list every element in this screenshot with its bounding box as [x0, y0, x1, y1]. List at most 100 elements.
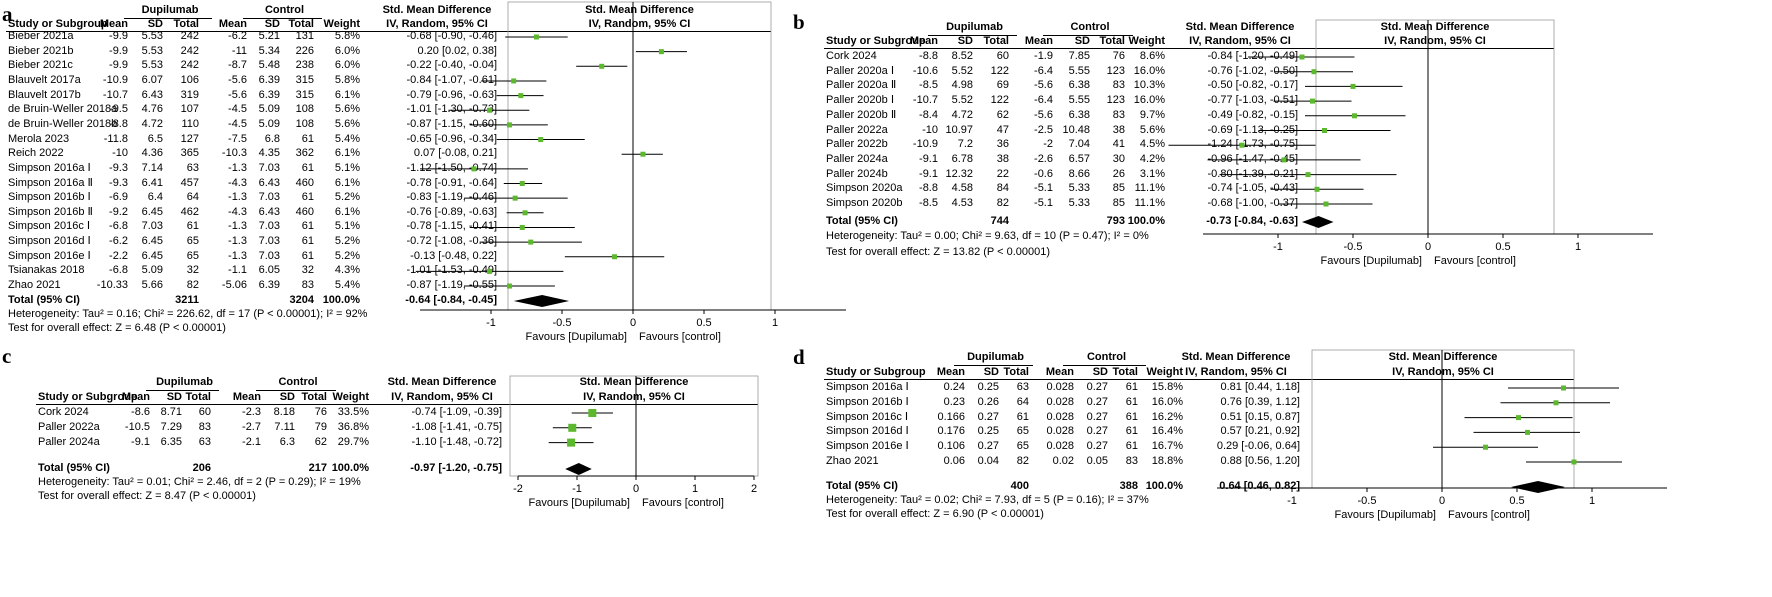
control-total: 76 — [1112, 50, 1125, 62]
study-weight: 16.4% — [1151, 425, 1183, 438]
study-name: Paller 2020a Ⅰ — [826, 64, 895, 77]
point-estimate — [511, 78, 517, 84]
point-estimate — [1311, 69, 1317, 75]
study-name: Reich 2022 — [8, 147, 64, 160]
dupilumab-sd: 6.41 — [141, 176, 163, 189]
dupilumab-mean: -6.8 — [109, 264, 128, 277]
dupilumab-total: 62 — [996, 108, 1009, 121]
control-total: 62 — [314, 435, 327, 448]
control-mean: -2.7 — [242, 420, 261, 433]
control-total: 26 — [1112, 167, 1125, 180]
control-mean: -5.6 — [1034, 79, 1053, 92]
dupilumab-mean: -9.1 — [131, 435, 150, 448]
point-estimate — [1281, 157, 1287, 163]
group-underline-dupilumab — [146, 390, 219, 391]
column-header-mean: Mean — [1024, 35, 1053, 47]
control-total: 61 — [1125, 425, 1138, 438]
dupilumab-sd: 4.53 — [951, 197, 973, 209]
dupilumab-total: 38 — [996, 152, 1009, 165]
dupilumab-total: 84 — [996, 182, 1009, 195]
study-weight: 16.7% — [1151, 440, 1183, 453]
control-mean: -5.1 — [1034, 197, 1053, 209]
dupilumab-total: 61 — [186, 220, 199, 233]
study-name: Zhao 2021 — [826, 455, 879, 467]
dupilumab-sd: 6.45 — [141, 249, 163, 262]
study-name: Merola 2023 — [8, 132, 70, 145]
dupilumab-total: 65 — [1016, 425, 1029, 438]
dupilumab-total: 122 — [990, 64, 1009, 77]
control-total: 61 — [301, 132, 314, 145]
point-estimate — [528, 239, 534, 245]
study-ci: -0.79 [-0.96, -0.63] — [406, 88, 498, 101]
dupilumab-mean: -10.33 — [96, 279, 128, 292]
column-header-sd: SD — [166, 391, 182, 403]
control-total: 61 — [1125, 381, 1138, 393]
study-ci: -0.84 [-1.20, -0.49] — [1207, 50, 1299, 62]
study-weight: 4.3% — [334, 264, 360, 277]
dupilumab-mean: -8.8 — [919, 182, 938, 195]
control-mean: -8.7 — [228, 59, 247, 72]
study-ci: -0.84 [-1.07, -0.61] — [406, 73, 498, 86]
control-total: 83 — [301, 279, 314, 292]
point-estimate — [612, 254, 618, 260]
group-underline-control — [1043, 35, 1133, 36]
control-mean: 0.028 — [1046, 410, 1074, 423]
control-total: 460 — [295, 205, 314, 218]
smd-header: Std. Mean Difference — [1181, 351, 1291, 363]
study-weight: 5.2% — [334, 235, 360, 248]
point-estimate — [599, 63, 605, 69]
control-mean: -1.1 — [228, 264, 247, 277]
dupilumab-sd: 12.32 — [945, 167, 973, 180]
control-mean: -10.3 — [221, 147, 247, 160]
control-mean: -0.6 — [1034, 167, 1053, 180]
favours-control-label: Favours [control] — [1434, 255, 1516, 267]
control-sd: 7.03 — [258, 161, 280, 174]
column-header-method: IV, Random, 95% CI — [391, 391, 493, 403]
dupilumab-total: 242 — [180, 30, 199, 42]
column-header-sd: SD — [264, 18, 280, 30]
control-sd: 0.27 — [1086, 425, 1108, 438]
control-sd: 7.03 — [258, 235, 280, 248]
dupilumab-total: 63 — [1016, 381, 1029, 393]
dupilumab-sd: 4.72 — [141, 117, 163, 130]
x-tick-label: -2 — [513, 483, 523, 495]
dupilumab-mean: -9.3 — [109, 161, 128, 174]
study-weight: 6.1% — [334, 176, 360, 189]
dupilumab-mean: 0.24 — [943, 381, 965, 393]
control-total: 61 — [1125, 440, 1138, 453]
total-ci: -0.73 [-0.84, -0.63] — [1206, 215, 1298, 227]
dupilumab-mean: -10.7 — [912, 94, 938, 107]
control-total: 61 — [301, 161, 314, 174]
control-sd: 0.27 — [1086, 395, 1108, 408]
study-ci: -0.68 [-0.90, -0.46] — [406, 30, 498, 42]
dupilumab-mean: -11.8 — [103, 132, 128, 145]
dupilumab-sd: 4.72 — [951, 108, 973, 121]
column-header-weight: Weight — [332, 391, 369, 403]
group-header-control: Control — [1086, 351, 1127, 363]
study-weight: 16.0% — [1151, 395, 1183, 408]
dupilumab-sd: 5.09 — [141, 264, 163, 277]
dupilumab-total: 110 — [181, 117, 199, 130]
dupilumab-total: 60 — [996, 50, 1009, 62]
study-name: de Bruin-Weller 2018b — [8, 117, 118, 130]
control-total: 131 — [295, 30, 314, 42]
control-mean: -1.3 — [228, 191, 247, 204]
study-ci: -1.08 [-1.41, -0.75] — [411, 420, 503, 433]
column-header-study: Study or Subgroup — [38, 391, 138, 403]
dupilumab-total-n: 400 — [1010, 480, 1029, 492]
control-mean: -2.1 — [242, 435, 261, 448]
control-mean: -4.5 — [228, 103, 247, 116]
column-header-total: Total — [1099, 35, 1125, 47]
study-weight: 5.1% — [334, 220, 360, 233]
smd-plot-header: Std. Mean Difference — [1388, 351, 1498, 363]
study-ci: -0.87 [-1.15, -0.60] — [406, 117, 498, 130]
total-label: Total (95% CI) — [826, 480, 898, 492]
study-name: Simpson 2020b — [826, 197, 903, 209]
control-total: 79 — [314, 420, 327, 433]
study-weight: 6.1% — [334, 205, 360, 218]
total-weight: 100.0% — [1127, 215, 1165, 227]
dupilumab-total: 462 — [180, 205, 199, 218]
dupilumab-sd: 6.78 — [951, 152, 973, 165]
